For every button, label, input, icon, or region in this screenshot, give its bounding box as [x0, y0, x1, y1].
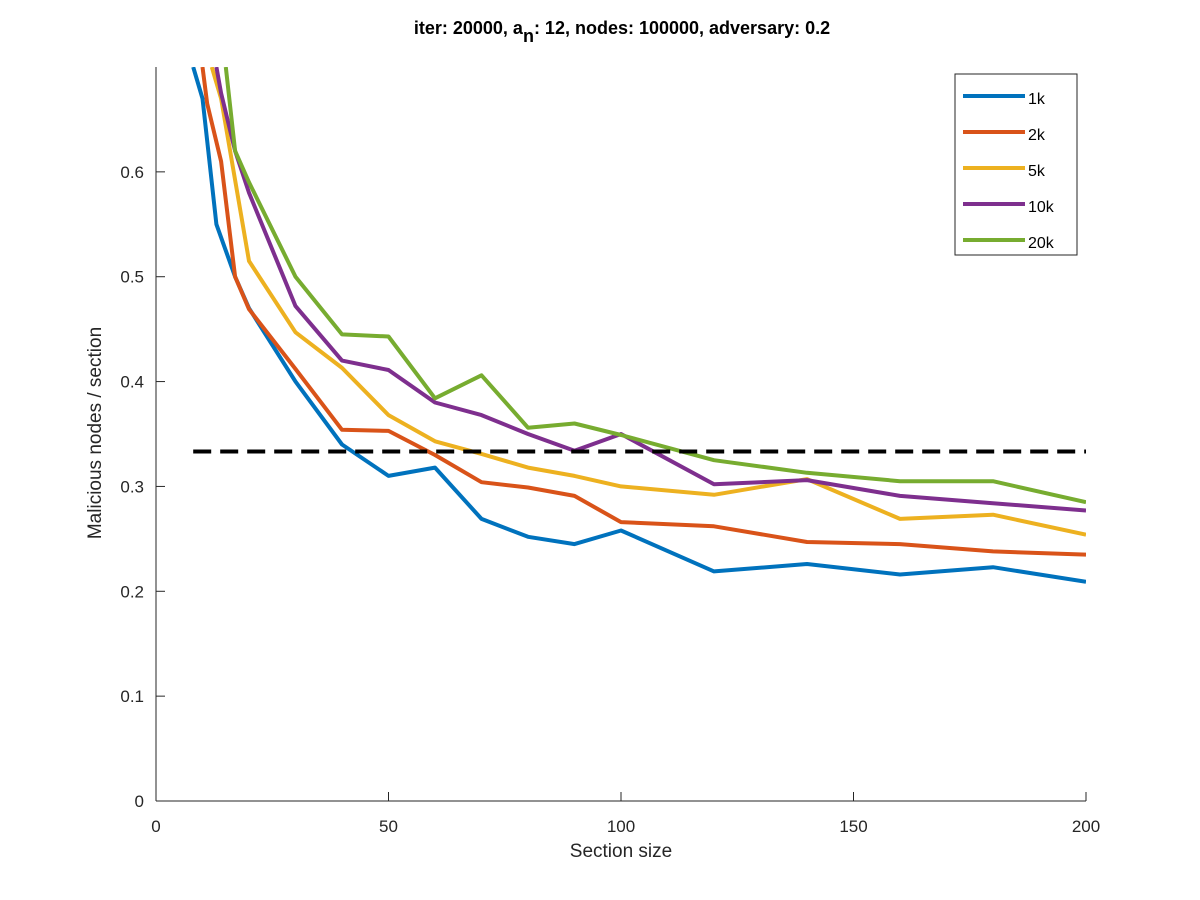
legend: 1k 2k 5k 10k 20k [954, 73, 1078, 256]
y-tick-label: 0.3 [120, 477, 144, 496]
legend-box [954, 73, 1078, 256]
x-tick-label: 0 [151, 817, 160, 836]
legend-label-2k: 2k [1028, 127, 1046, 144]
legend-label-20k: 20k [1028, 235, 1055, 252]
y-tick-label: 0.2 [120, 582, 144, 601]
x-tick-label: 200 [1072, 817, 1100, 836]
plot-area: 0 50 100 150 200 0 0.1 0.2 0.3 0.4 0.5 0.6 [120, 67, 1100, 836]
chart-title-suffix: : 12, nodes: 100000, adversary: 0.2 [534, 18, 830, 38]
series-line-2k [200, 67, 1086, 557]
series-line-20k [223, 67, 1086, 505]
legend-label-5k: 5k [1028, 163, 1046, 180]
series-line-10k [214, 67, 1086, 513]
series-group [191, 67, 1086, 584]
x-tick-label: 150 [839, 817, 867, 836]
y-tick-label: 0.1 [120, 687, 144, 706]
y-tick-label: 0 [135, 792, 144, 811]
x-tick-label: 50 [379, 817, 398, 836]
legend-label-10k: 10k [1028, 199, 1055, 216]
y-axis-label: Malicious nodes / section [85, 327, 106, 539]
series-line-5k [209, 67, 1086, 537]
series-line-1k [191, 67, 1086, 584]
y-tick-label: 0.4 [120, 373, 144, 392]
chart-title-subscript: n [523, 26, 534, 46]
chart-title: iter: 20000, an: 12, nodes: 100000, adve… [414, 18, 830, 46]
x-tick-label: 100 [607, 817, 635, 836]
y-tick-label: 0.6 [120, 163, 144, 182]
chart-title-prefix: iter: 20000, a [414, 18, 524, 38]
x-axis-label: Section size [570, 841, 672, 862]
y-tick-label: 0.5 [120, 268, 144, 287]
legend-label-1k: 1k [1028, 91, 1046, 108]
